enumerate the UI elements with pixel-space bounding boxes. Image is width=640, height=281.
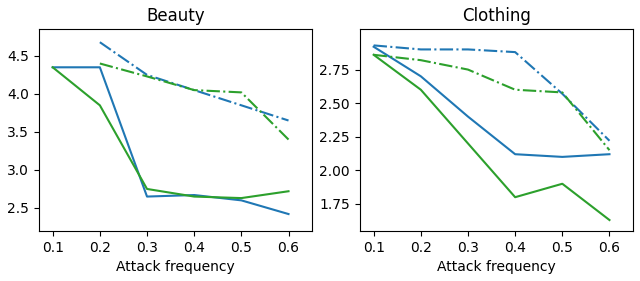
Title: Clothing: Clothing — [462, 7, 531, 25]
Title: Beauty: Beauty — [146, 7, 205, 25]
X-axis label: Attack frequency: Attack frequency — [437, 260, 556, 274]
X-axis label: Attack frequency: Attack frequency — [116, 260, 235, 274]
